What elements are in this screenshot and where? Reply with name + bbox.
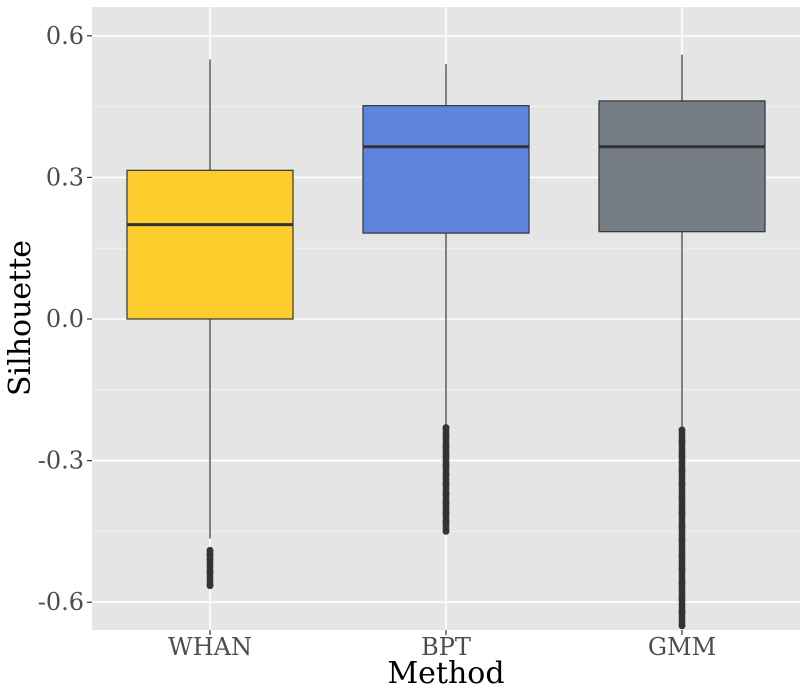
- box-iqr: [126, 169, 294, 320]
- box-bpt: [362, 64, 530, 535]
- x-tick-label: WHAN: [168, 633, 252, 661]
- y-tick-label: 0.3: [46, 163, 84, 191]
- y-tick-label: -0.6: [38, 588, 84, 616]
- x-axis-title: Method: [387, 656, 504, 691]
- y-tick-label: 0.6: [46, 22, 84, 50]
- x-axis: WHAN BPT GMM: [168, 630, 716, 661]
- y-axis: -0.6 -0.3 0.0 0.3 0.6: [38, 22, 92, 616]
- y-axis-title: Silhouette: [3, 240, 38, 396]
- y-tick-label: -0.3: [38, 447, 84, 475]
- box-gmm: [598, 54, 766, 630]
- box-whan: [126, 59, 294, 590]
- box-iqr: [362, 105, 530, 234]
- box-iqr: [598, 100, 766, 233]
- boxes-layer: [126, 54, 766, 630]
- y-tick-label: 0.0: [46, 305, 84, 333]
- x-tick-label: GMM: [648, 633, 716, 661]
- x-tick-label: BPT: [421, 633, 471, 661]
